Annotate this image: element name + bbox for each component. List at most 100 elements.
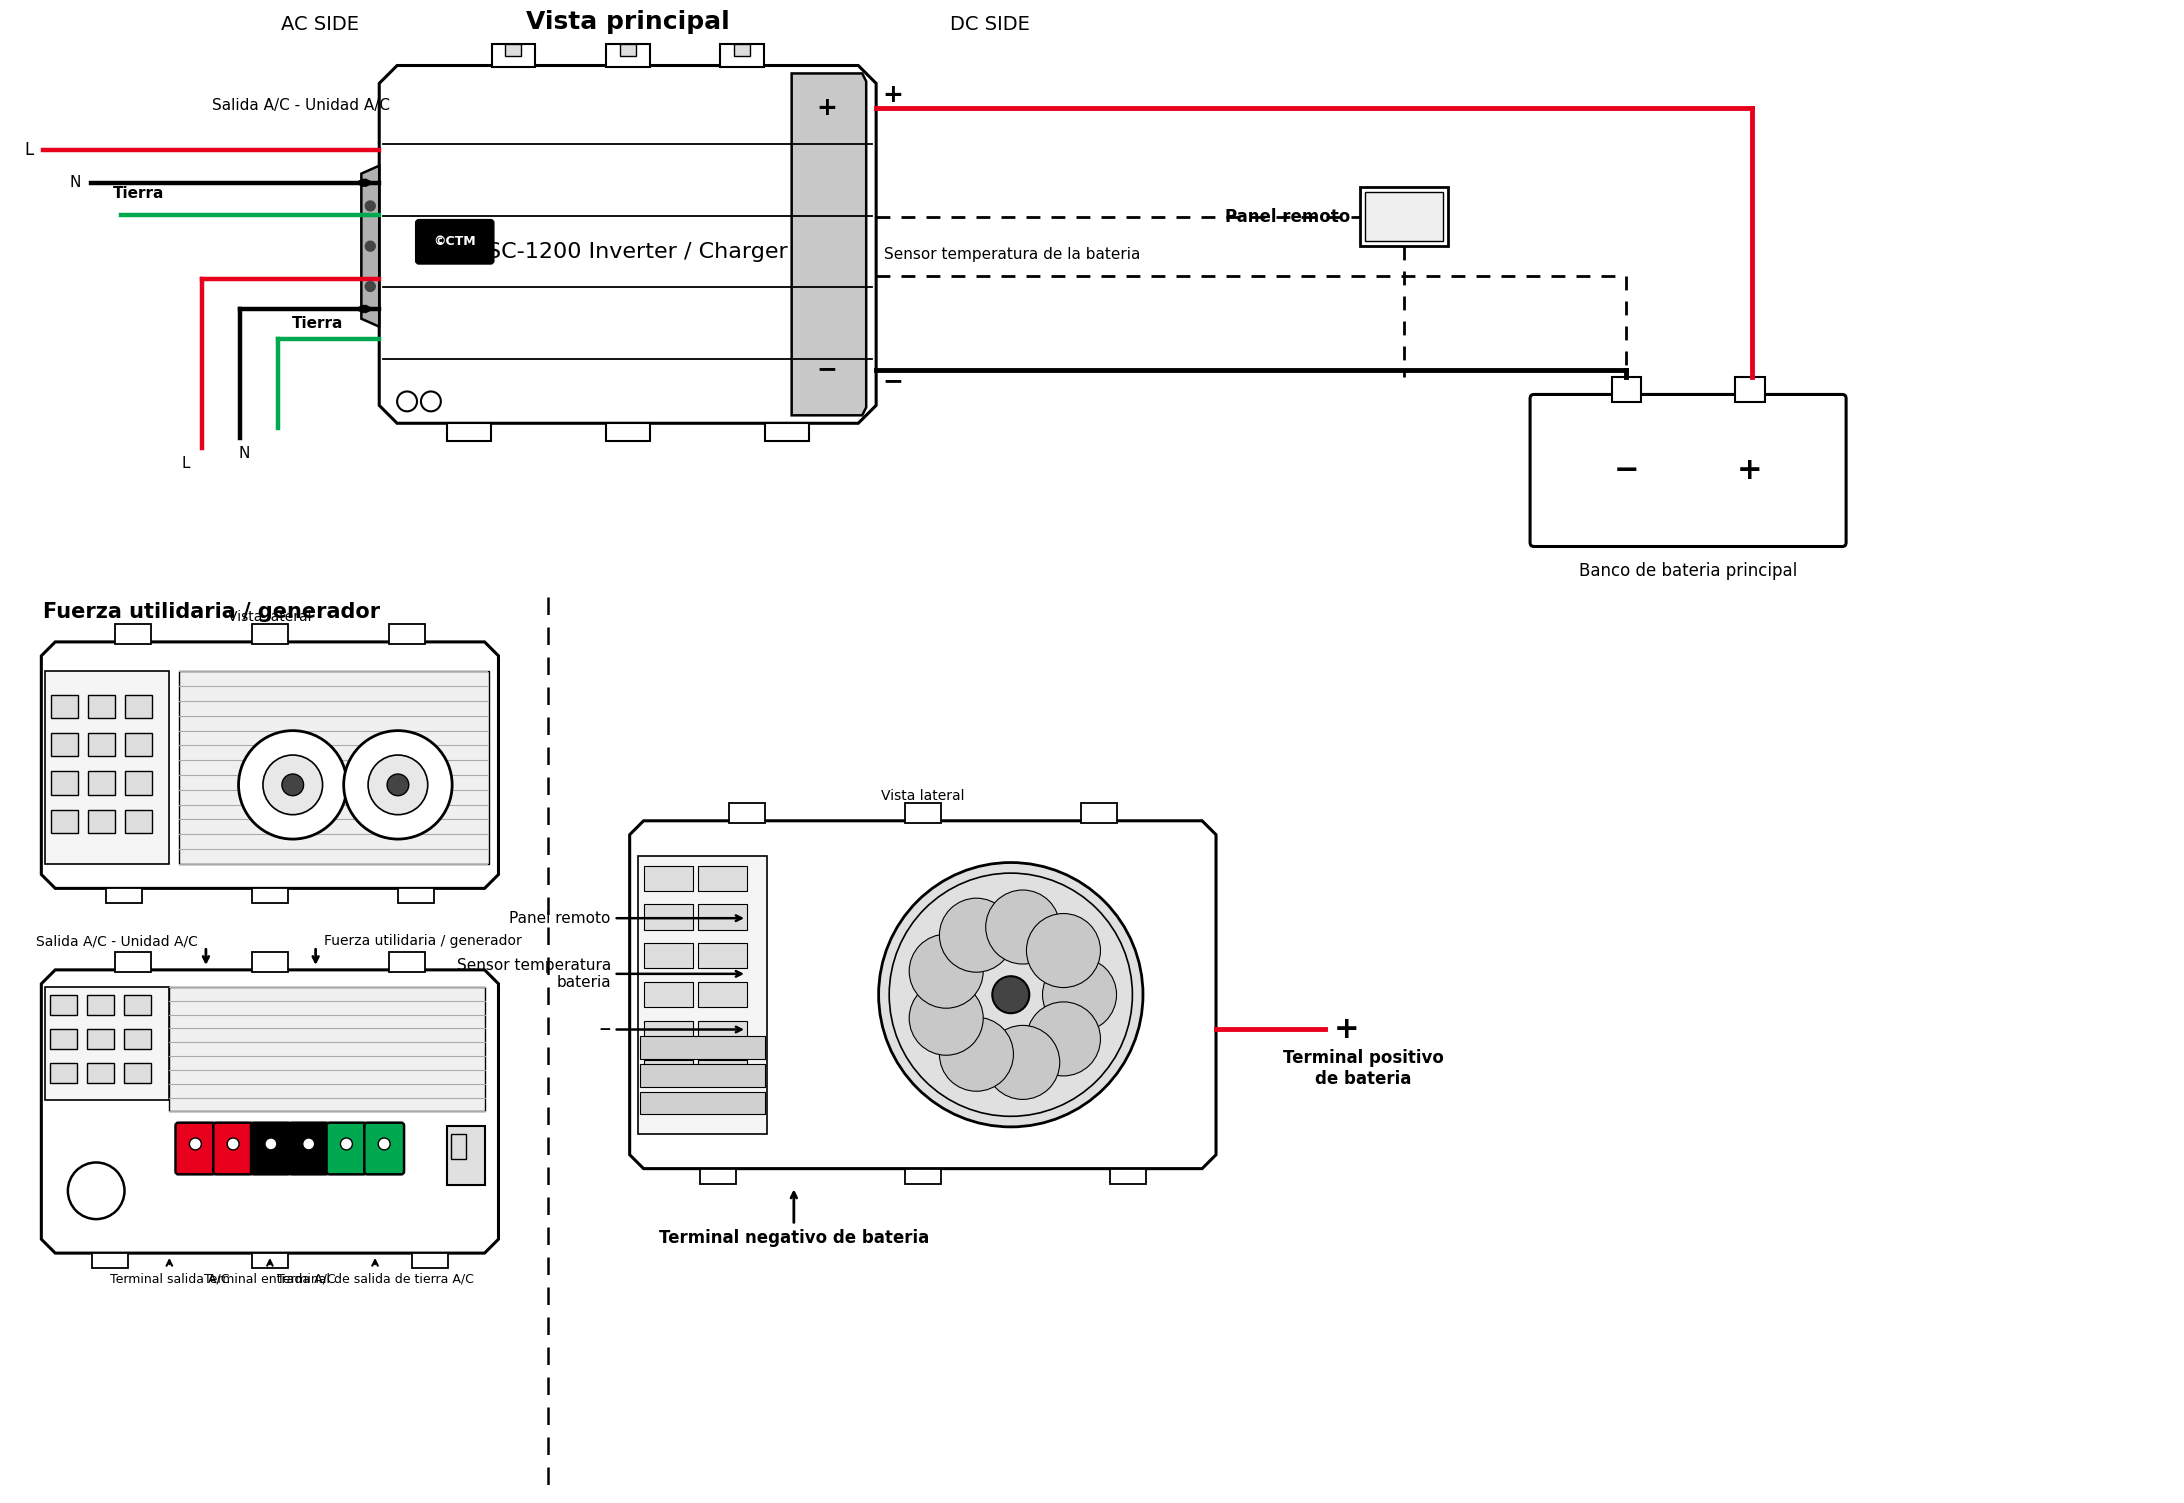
Text: Salida A/C - Unidad A/C: Salida A/C - Unidad A/C (212, 98, 391, 113)
Circle shape (365, 281, 376, 292)
Polygon shape (904, 1169, 941, 1183)
Polygon shape (46, 672, 168, 864)
Polygon shape (251, 1254, 288, 1269)
Bar (87, 995, 114, 1015)
Text: Salida A/C - Unidad A/C: Salida A/C - Unidad A/C (37, 935, 199, 948)
Bar (124, 694, 153, 717)
Bar (697, 905, 747, 929)
Bar (124, 995, 151, 1015)
Text: Sensor temperatura
bateria: Sensor temperatura bateria (456, 957, 612, 990)
Circle shape (1042, 957, 1116, 1031)
Bar (1361, 186, 1448, 246)
Bar (644, 1060, 692, 1085)
Text: Terminal negativo de bateria: Terminal negativo de bateria (660, 1229, 928, 1247)
FancyBboxPatch shape (328, 1123, 367, 1174)
Polygon shape (1734, 377, 1765, 403)
Polygon shape (448, 424, 491, 442)
Bar (1365, 192, 1444, 242)
Circle shape (1026, 1003, 1101, 1076)
Text: Tierra: Tierra (114, 186, 164, 201)
Polygon shape (46, 987, 168, 1100)
Bar (87, 1028, 114, 1049)
Bar (50, 694, 79, 717)
Circle shape (387, 774, 408, 795)
Bar (697, 944, 747, 968)
Text: N: N (238, 446, 249, 461)
Polygon shape (620, 44, 636, 56)
Bar (87, 1063, 114, 1084)
Bar (697, 1060, 747, 1085)
Polygon shape (380, 66, 876, 424)
Bar (124, 771, 153, 795)
Circle shape (68, 1162, 124, 1219)
Text: Panel remoto: Panel remoto (1225, 207, 1350, 225)
Polygon shape (764, 424, 808, 442)
FancyBboxPatch shape (175, 1123, 216, 1174)
Text: −: − (598, 1022, 612, 1037)
Circle shape (343, 730, 452, 839)
Circle shape (378, 1138, 391, 1150)
Polygon shape (397, 888, 435, 903)
Text: Fuerza utilidaria / generador: Fuerza utilidaria / generador (44, 603, 380, 622)
Bar (450, 1135, 465, 1159)
FancyBboxPatch shape (365, 1123, 404, 1174)
Bar (87, 694, 116, 717)
Text: Terminal de salida de tierra A/C: Terminal de salida de tierra A/C (277, 1273, 474, 1287)
Text: Vista principal: Vista principal (526, 9, 729, 33)
Text: Sensor temperatura de la bateria: Sensor temperatura de la bateria (885, 248, 1140, 262)
Polygon shape (389, 951, 426, 972)
FancyBboxPatch shape (288, 1123, 328, 1174)
Polygon shape (251, 624, 288, 643)
Text: Vista lateral: Vista lateral (880, 789, 965, 803)
Bar (124, 1028, 151, 1049)
Text: Panel remoto: Panel remoto (509, 911, 612, 926)
Polygon shape (251, 888, 288, 903)
Bar (50, 771, 79, 795)
Polygon shape (1081, 803, 1116, 822)
Polygon shape (116, 951, 151, 972)
Text: Tierra: Tierra (293, 316, 343, 331)
Bar (124, 1063, 151, 1084)
Text: +: + (1332, 1015, 1358, 1045)
Bar (87, 810, 116, 833)
Circle shape (397, 391, 417, 412)
Bar (644, 1022, 692, 1046)
Text: −: − (817, 358, 836, 382)
Bar (50, 1063, 76, 1084)
Polygon shape (1612, 377, 1642, 403)
FancyBboxPatch shape (214, 1123, 253, 1174)
Polygon shape (505, 44, 522, 56)
Circle shape (341, 1138, 352, 1150)
Text: AC SIDE: AC SIDE (280, 15, 358, 33)
Polygon shape (360, 165, 380, 326)
Circle shape (909, 981, 983, 1055)
Bar (697, 1022, 747, 1046)
Polygon shape (1109, 1169, 1147, 1183)
Circle shape (992, 977, 1029, 1013)
Bar (50, 733, 79, 756)
Polygon shape (105, 888, 142, 903)
Polygon shape (491, 44, 535, 68)
Polygon shape (791, 74, 867, 415)
Text: DC SIDE: DC SIDE (950, 15, 1031, 33)
Bar (640, 1037, 764, 1058)
Circle shape (282, 774, 304, 795)
Bar (640, 1093, 764, 1114)
Circle shape (304, 1138, 314, 1150)
Text: −: − (882, 370, 904, 394)
Circle shape (939, 899, 1013, 972)
Circle shape (369, 755, 428, 815)
Polygon shape (179, 672, 489, 864)
Circle shape (878, 863, 1142, 1127)
Bar (640, 1064, 764, 1087)
Bar (697, 983, 747, 1007)
Text: +: + (882, 83, 902, 107)
Polygon shape (629, 821, 1216, 1169)
Circle shape (262, 755, 323, 815)
Polygon shape (638, 855, 767, 1133)
Bar (697, 866, 747, 891)
Polygon shape (116, 624, 151, 643)
Polygon shape (41, 642, 498, 888)
Text: Terminal positivo
de bateria: Terminal positivo de bateria (1282, 1049, 1444, 1088)
Polygon shape (605, 424, 649, 442)
